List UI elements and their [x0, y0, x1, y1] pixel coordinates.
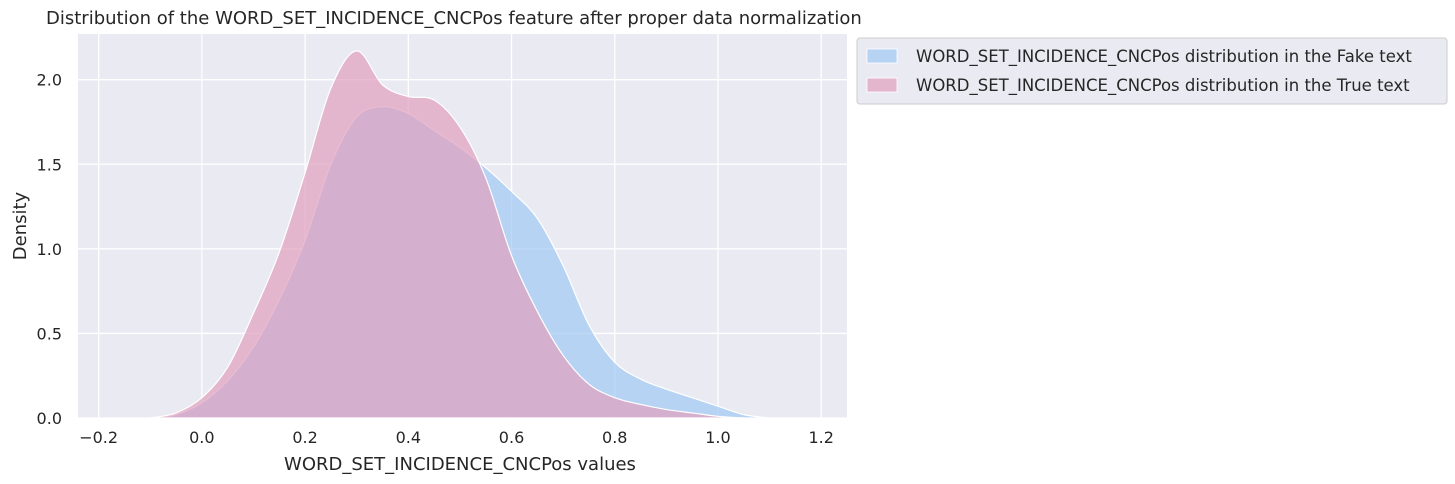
x-tick-label: 1.0 — [705, 428, 730, 447]
x-tick-label: 0.0 — [189, 428, 214, 447]
legend-label-true: WORD_SET_INCIDENCE_CNCPos distribution i… — [916, 76, 1410, 96]
x-tick-label: −0.2 — [79, 428, 118, 447]
legend-label-fake: WORD_SET_INCIDENCE_CNCPos distribution i… — [916, 47, 1412, 67]
legend: WORD_SET_INCIDENCE_CNCPos distribution i… — [856, 37, 1448, 105]
y-tick-label: 0.0 — [37, 409, 62, 428]
y-axis-label: Density — [10, 191, 31, 260]
x-tick-label: 0.2 — [292, 428, 317, 447]
y-tick-labels: 0.0 0.5 1.0 1.5 2.0 — [37, 71, 62, 428]
y-tick-label: 0.5 — [37, 324, 62, 343]
legend-box — [856, 37, 1448, 105]
x-tick-label: 0.6 — [499, 428, 524, 447]
y-tick-label: 1.0 — [37, 240, 62, 259]
y-tick-label: 1.5 — [37, 155, 62, 174]
true-text-density-area — [150, 50, 744, 419]
x-tick-label: 1.2 — [808, 428, 833, 447]
chart-title: Distribution of the WORD_SET_INCIDENCE_C… — [46, 8, 862, 29]
x-tick-labels: −0.2 0.0 0.2 0.4 0.6 0.8 1.0 1.2 — [79, 428, 834, 447]
legend-swatch-true — [866, 77, 898, 93]
x-axis-label: WORD_SET_INCIDENCE_CNCPos values — [284, 454, 636, 475]
density-areas — [150, 50, 770, 419]
legend-swatch-fake — [866, 48, 898, 64]
y-tick-label: 2.0 — [37, 71, 62, 90]
x-tick-label: 0.4 — [396, 428, 421, 447]
x-tick-label: 0.8 — [602, 428, 627, 447]
